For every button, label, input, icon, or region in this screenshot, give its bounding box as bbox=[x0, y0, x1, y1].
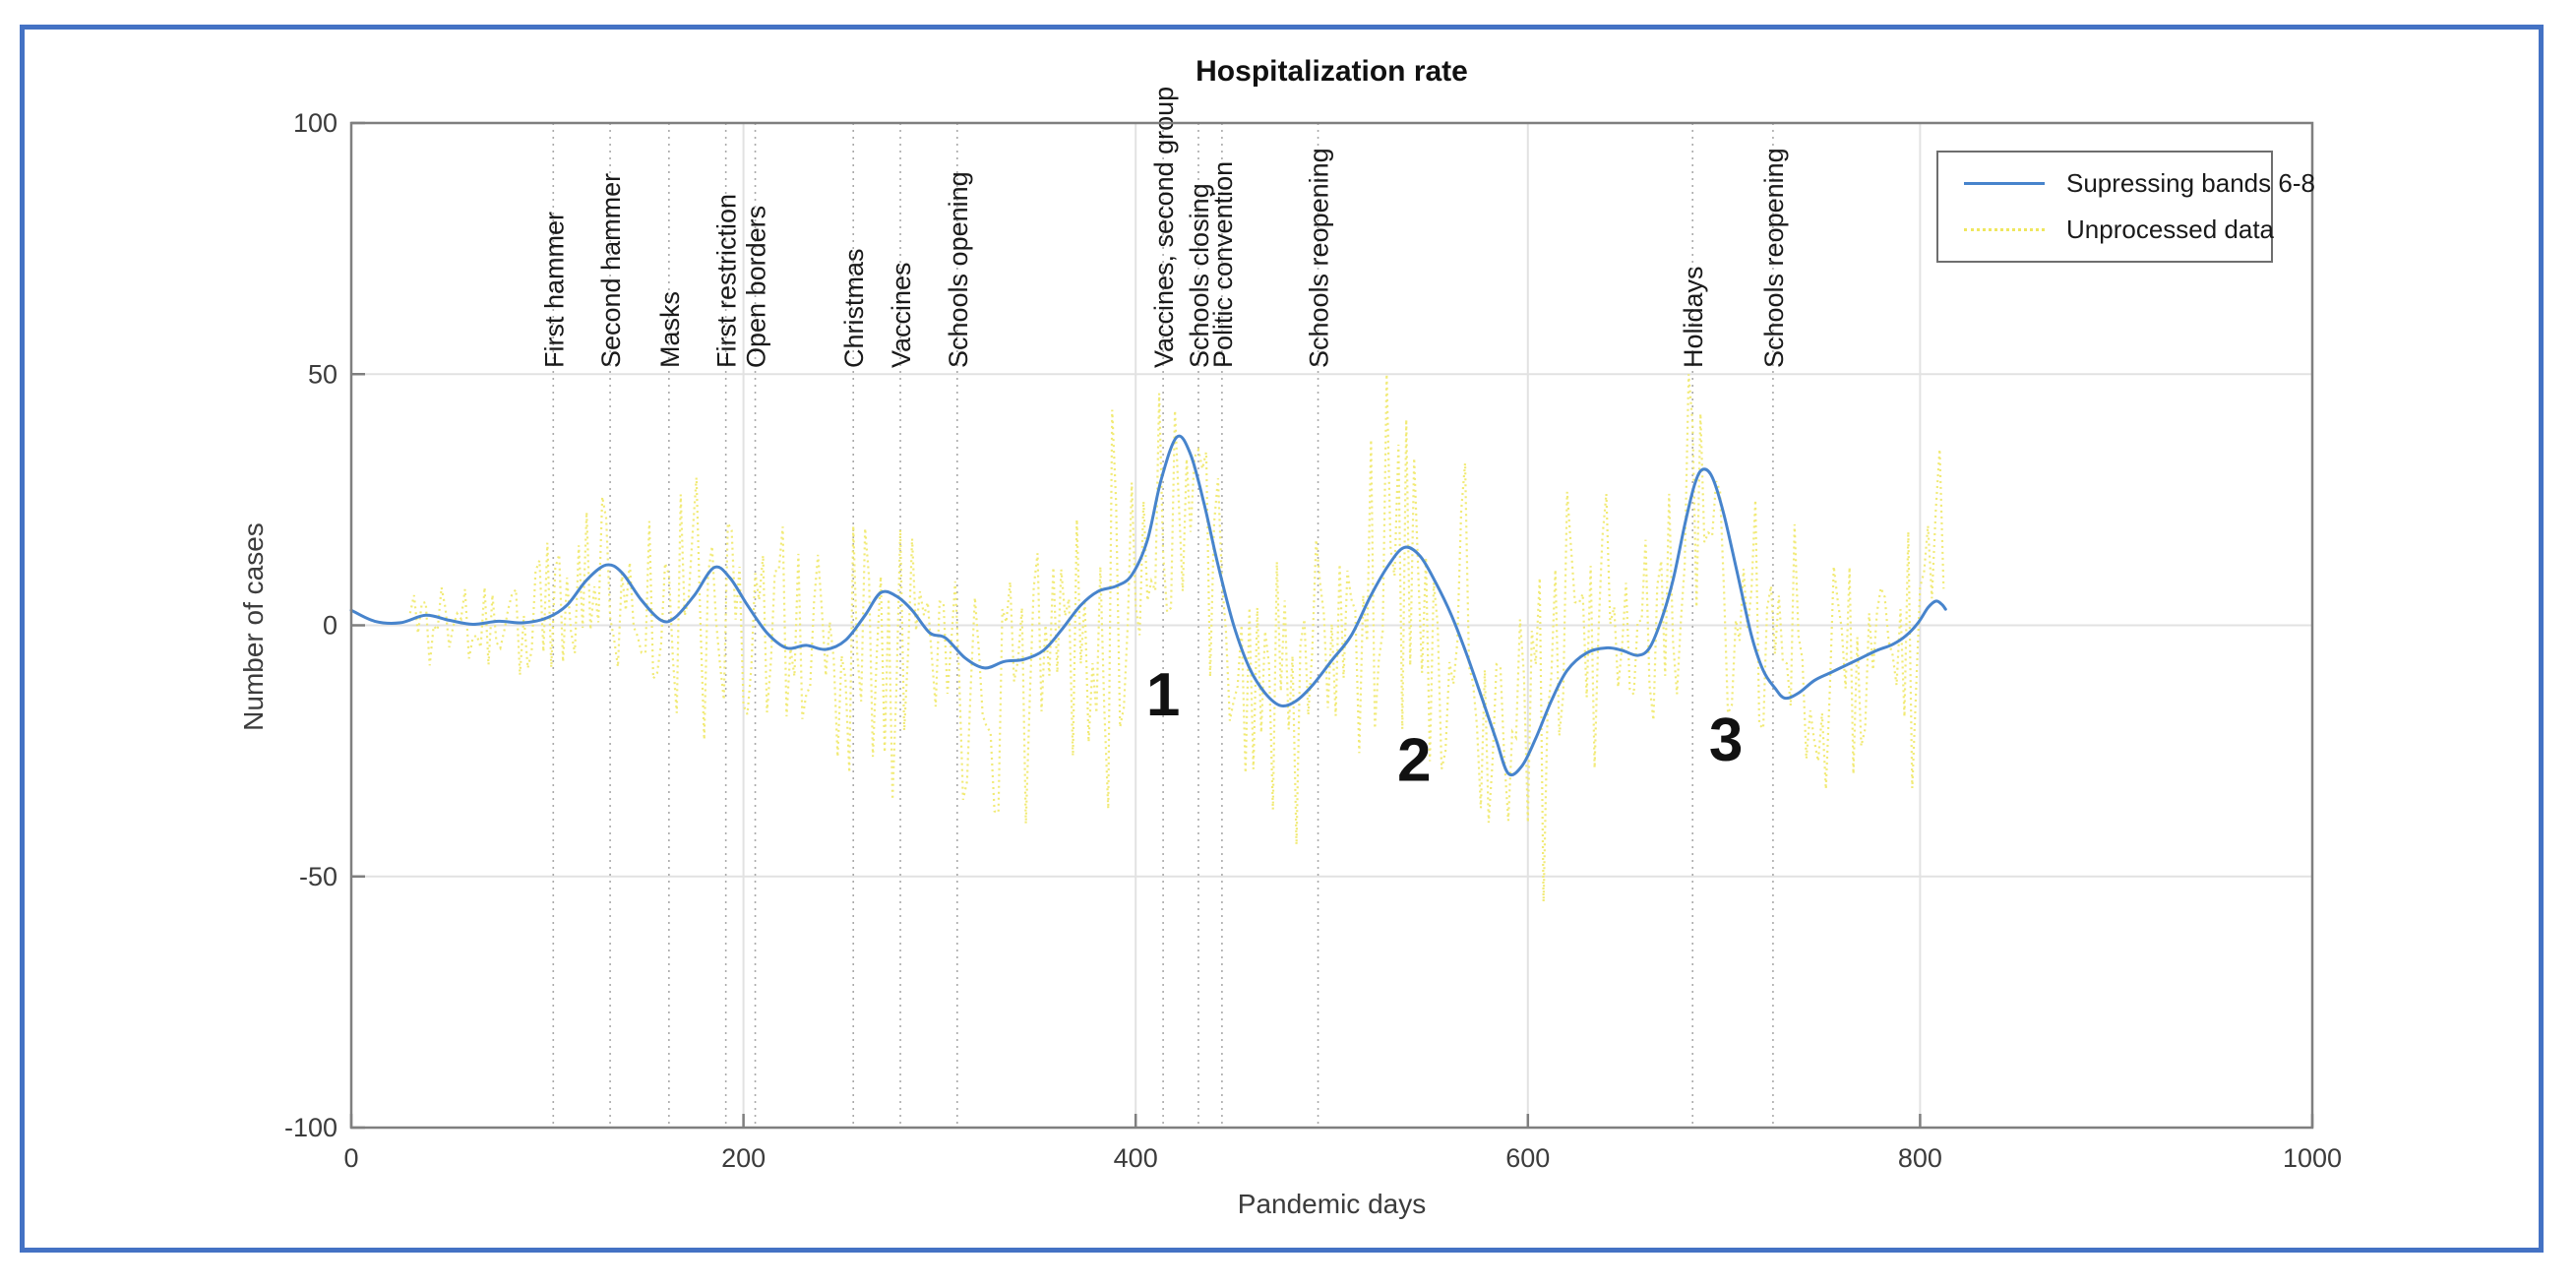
x-tick-label: 600 bbox=[1505, 1143, 1550, 1173]
chart-title: Hospitalization rate bbox=[1196, 55, 1468, 88]
event-label: Open borders bbox=[742, 206, 771, 368]
x-tick-label: 200 bbox=[721, 1143, 766, 1173]
event-label: Second hammer bbox=[596, 173, 626, 368]
legend-label: Unprocessed data bbox=[2066, 214, 2275, 244]
legend-entry-unprocessed: Unprocessed data bbox=[1938, 214, 2275, 245]
event-label: Schools reopening bbox=[1759, 148, 1789, 368]
y-tick-label: 50 bbox=[308, 359, 337, 389]
event-label: Vaccines, second group bbox=[1149, 87, 1179, 368]
event-label: Christmas bbox=[839, 248, 869, 368]
x-tick-label: 1000 bbox=[2283, 1143, 2342, 1173]
legend-line-sample-solid bbox=[1964, 182, 2045, 185]
legend-line-sample-dotted bbox=[1964, 228, 2045, 231]
event-label: First hammer bbox=[539, 212, 569, 368]
annotation-number: 3 bbox=[1709, 706, 1743, 774]
y-tick-label: 100 bbox=[293, 108, 337, 138]
y-axis-label: Number of cases bbox=[238, 522, 269, 731]
event-label: First restriction bbox=[712, 194, 742, 368]
y-tick-label: -100 bbox=[284, 1113, 337, 1142]
y-tick-label: 0 bbox=[323, 611, 337, 641]
y-tick-label: -50 bbox=[299, 862, 337, 891]
unprocessed-data-series bbox=[408, 374, 1945, 902]
legend-label: Supressing bands 6-8 bbox=[2066, 168, 2315, 198]
event-label: Schools closing bbox=[1185, 183, 1214, 368]
event-label: Schools reopening bbox=[1305, 148, 1334, 368]
annotation-number: 2 bbox=[1397, 726, 1431, 794]
x-axis-label: Pandemic days bbox=[1237, 1189, 1427, 1219]
legend-box: Supressing bands 6-8 Unprocessed data bbox=[1936, 151, 2315, 263]
legend-entry-smoothed: Supressing bands 6-8 bbox=[1938, 168, 2315, 199]
event-label: Vaccines bbox=[887, 262, 916, 368]
event-label: Holidays bbox=[1679, 266, 1708, 368]
event-label: Politic convention bbox=[1208, 161, 1238, 368]
event-label: Schools opening bbox=[944, 171, 973, 368]
x-tick-label: 800 bbox=[1898, 1143, 1942, 1173]
annotation-number: 1 bbox=[1146, 661, 1180, 729]
x-tick-label: 0 bbox=[343, 1143, 358, 1173]
event-label: Masks bbox=[655, 291, 685, 368]
x-tick-label: 400 bbox=[1114, 1143, 1158, 1173]
smoothed-series-path bbox=[349, 434, 1947, 777]
